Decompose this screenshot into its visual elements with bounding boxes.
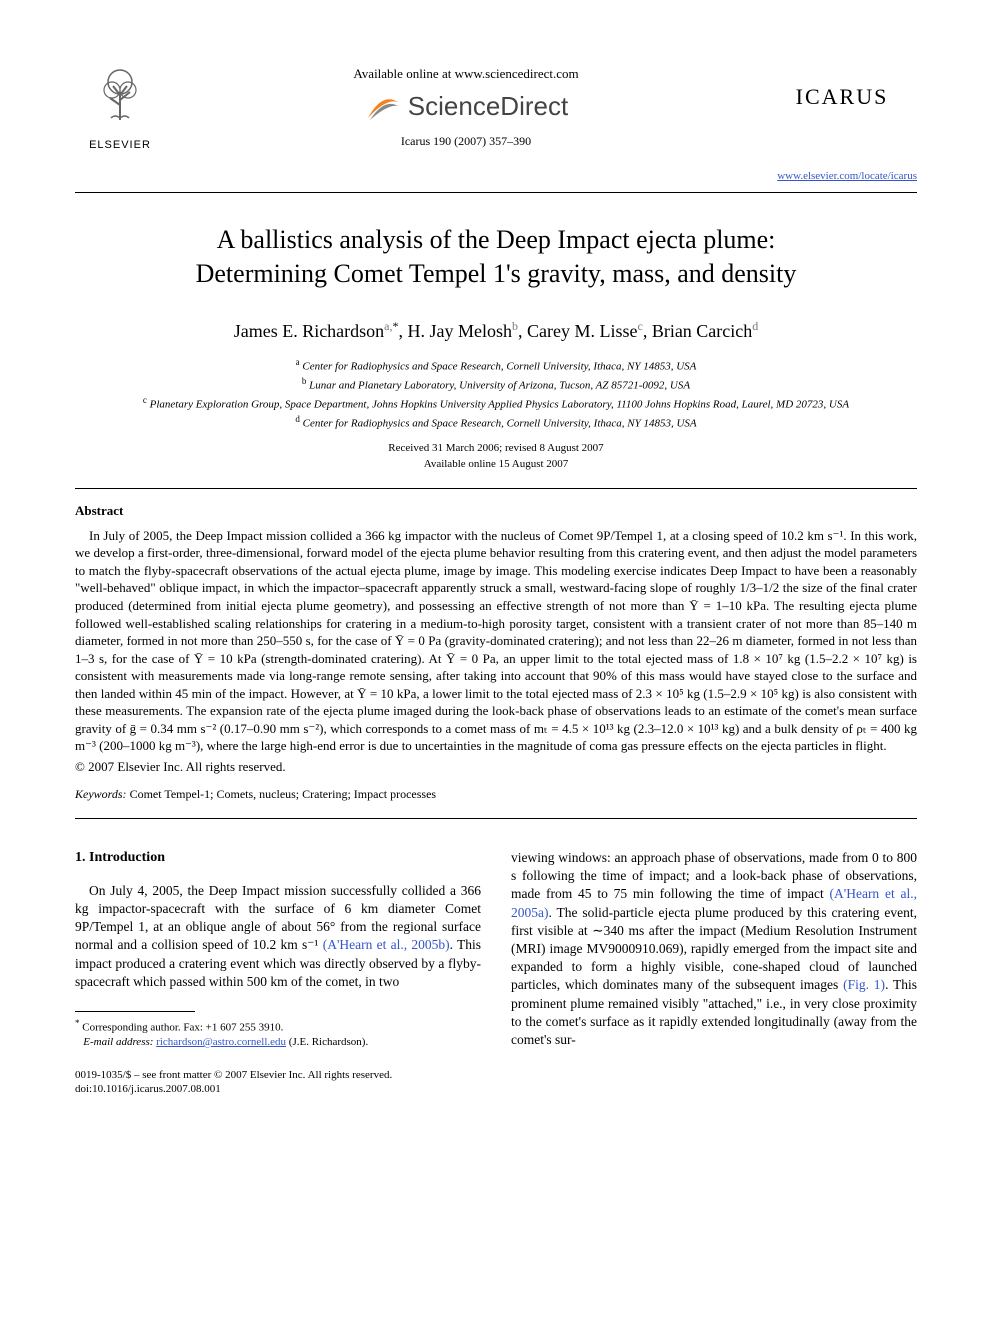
email-link[interactable]: richardson@astro.cornell.edu — [156, 1036, 286, 1048]
keywords-line: Keywords: Comet Tempel-1; Comets, nucleu… — [75, 787, 917, 802]
footer-issn: 0019-1035/$ – see front matter © 2007 El… — [75, 1069, 917, 1081]
affiliation-c-text: Planetary Exploration Group, Space Depar… — [150, 398, 849, 410]
page-container: ELSEVIER Available online at www.science… — [0, 0, 992, 1135]
author-1: James E. Richardson — [234, 321, 384, 341]
author-4: Brian Carcich — [652, 321, 752, 341]
affiliation-b: b Lunar and Planetary Laboratory, Univer… — [75, 375, 917, 394]
affiliation-d-text: Center for Radiophysics and Space Resear… — [303, 417, 697, 429]
column-left: 1. Introduction On July 4, 2005, the Dee… — [75, 849, 481, 1049]
author-1-affil: a, — [384, 319, 392, 333]
journal-citation: Icarus 190 (2007) 357–390 — [165, 134, 767, 149]
affiliation-d: d Center for Radiophysics and Space Rese… — [75, 413, 917, 432]
header-center: Available online at www.sciencedirect.co… — [165, 60, 767, 149]
publisher-name: ELSEVIER — [75, 139, 165, 151]
affiliation-list: a Center for Radiophysics and Space Rese… — [75, 356, 917, 432]
sciencedirect-logo: ScienceDirect — [165, 88, 767, 124]
author-4-affil: d — [752, 319, 758, 333]
footnote-star-icon: * — [75, 1018, 80, 1028]
intro-para-1: On July 4, 2005, the Deep Impact mission… — [75, 882, 481, 991]
section-1-heading: 1. Introduction — [75, 849, 481, 868]
journal-name: ICARUS — [767, 84, 917, 110]
received-date: Received 31 March 2006; revised 8 August… — [75, 442, 917, 454]
sciencedirect-swoosh-icon — [364, 88, 400, 124]
abstract-heading: Abstract — [75, 503, 917, 519]
citation-fig-1[interactable]: (Fig. 1) — [843, 977, 885, 992]
author-3: Carey M. Lisse — [527, 321, 637, 341]
author-1-star: * — [393, 319, 399, 333]
journal-box: ICARUS www.elsevier.com/locate/icarus — [767, 60, 917, 184]
email-attribution: (J.E. Richardson). — [286, 1036, 368, 1048]
corresponding-author-footnote: * Corresponding author. Fax: +1 607 255 … — [75, 1018, 481, 1035]
publisher-logo-block: ELSEVIER — [75, 60, 165, 151]
abstract-body: In July of 2005, the Deep Impact mission… — [75, 527, 917, 755]
header-row: ELSEVIER Available online at www.science… — [75, 60, 917, 184]
affiliation-a: a Center for Radiophysics and Space Rese… — [75, 356, 917, 375]
footer-doi: doi:10.1016/j.icarus.2007.08.001 — [75, 1083, 917, 1095]
column-right: viewing windows: an approach phase of ob… — [511, 849, 917, 1049]
affiliation-c: c Planetary Exploration Group, Space Dep… — [75, 394, 917, 413]
abstract-top-rule — [75, 488, 917, 489]
title-line-1: A ballistics analysis of the Deep Impact… — [217, 225, 776, 254]
email-footnote: E-mail address: richardson@astro.cornell… — [75, 1035, 481, 1049]
keywords-label: Keywords: — [75, 787, 127, 801]
author-3-affil: c — [637, 319, 642, 333]
citation-ahearn-2005b[interactable]: (A'Hearn et al., 2005b) — [323, 937, 450, 952]
online-date: Available online 15 August 2007 — [75, 458, 917, 470]
affiliation-a-text: Center for Radiophysics and Space Resear… — [302, 360, 696, 372]
elsevier-tree-icon — [85, 60, 155, 130]
article-title: A ballistics analysis of the Deep Impact… — [75, 223, 917, 291]
author-list: James E. Richardsona,*, H. Jay Meloshb, … — [75, 319, 917, 342]
title-line-2: Determining Comet Tempel 1's gravity, ma… — [196, 259, 797, 288]
author-2-affil: b — [512, 319, 518, 333]
corresponding-text: Corresponding author. Fax: +1 607 255 39… — [82, 1022, 283, 1034]
available-online-text: Available online at www.sciencedirect.co… — [165, 66, 767, 82]
abstract-bottom-rule — [75, 818, 917, 819]
keywords-text: Comet Tempel-1; Comets, nucleus; Crateri… — [127, 787, 437, 801]
author-2: H. Jay Melosh — [408, 321, 513, 341]
header-rule — [75, 192, 917, 193]
body-columns: 1. Introduction On July 4, 2005, the Dee… — [75, 849, 917, 1049]
abstract-copyright: © 2007 Elsevier Inc. All rights reserved… — [75, 759, 917, 775]
affiliation-b-text: Lunar and Planetary Laboratory, Universi… — [309, 379, 690, 391]
email-label: E-mail address: — [83, 1036, 153, 1048]
footnote-separator — [75, 1011, 195, 1012]
journal-url-link[interactable]: www.elsevier.com/locate/icarus — [777, 170, 917, 182]
sciencedirect-text: ScienceDirect — [408, 91, 568, 122]
intro-para-2: viewing windows: an approach phase of ob… — [511, 849, 917, 1049]
